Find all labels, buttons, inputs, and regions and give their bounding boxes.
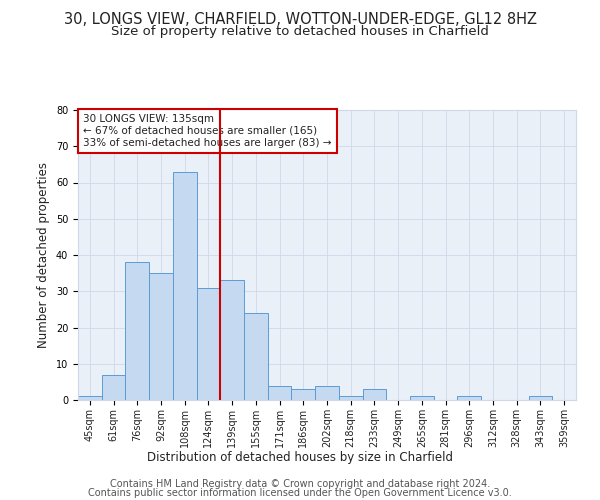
Bar [173, 172, 197, 400]
Y-axis label: Number of detached properties: Number of detached properties [37, 162, 50, 348]
Bar [529, 396, 552, 400]
Bar [268, 386, 292, 400]
Text: 30, LONGS VIEW, CHARFIELD, WOTTON-UNDER-EDGE, GL12 8HZ: 30, LONGS VIEW, CHARFIELD, WOTTON-UNDER-… [64, 12, 536, 28]
Text: Distribution of detached houses by size in Charfield: Distribution of detached houses by size … [147, 451, 453, 464]
Bar [197, 288, 220, 400]
Bar [78, 396, 102, 400]
Bar [244, 313, 268, 400]
Text: Contains public sector information licensed under the Open Government Licence v3: Contains public sector information licen… [88, 488, 512, 498]
Text: Size of property relative to detached houses in Charfield: Size of property relative to detached ho… [111, 25, 489, 38]
Bar [125, 262, 149, 400]
Bar [339, 396, 362, 400]
Bar [149, 273, 173, 400]
Bar [457, 396, 481, 400]
Text: 30 LONGS VIEW: 135sqm
← 67% of detached houses are smaller (165)
33% of semi-det: 30 LONGS VIEW: 135sqm ← 67% of detached … [83, 114, 331, 148]
Bar [102, 374, 125, 400]
Bar [362, 389, 386, 400]
Bar [292, 389, 315, 400]
Bar [220, 280, 244, 400]
Bar [410, 396, 434, 400]
Bar [315, 386, 339, 400]
Text: Contains HM Land Registry data © Crown copyright and database right 2024.: Contains HM Land Registry data © Crown c… [110, 479, 490, 489]
